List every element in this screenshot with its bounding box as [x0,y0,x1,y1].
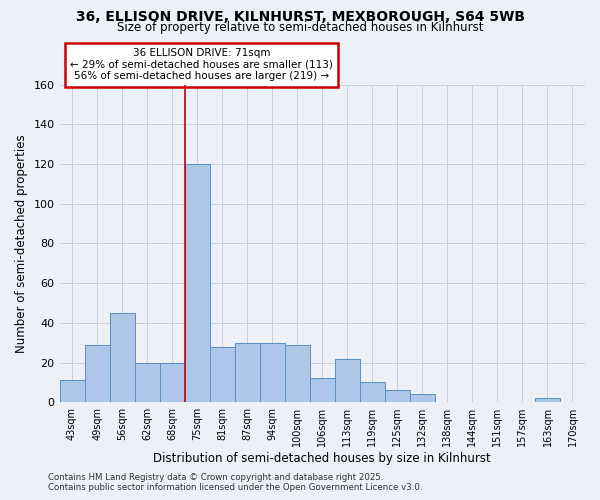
Text: Contains HM Land Registry data © Crown copyright and database right 2025.
Contai: Contains HM Land Registry data © Crown c… [48,473,422,492]
Bar [360,382,385,402]
Bar [160,362,185,402]
Bar [310,378,335,402]
Bar [185,164,209,402]
Bar [410,394,435,402]
Text: 36, ELLISON DRIVE, KILNHURST, MEXBOROUGH, S64 5WB: 36, ELLISON DRIVE, KILNHURST, MEXBOROUGH… [76,10,524,24]
Text: Size of property relative to semi-detached houses in Kilnhurst: Size of property relative to semi-detach… [117,21,483,34]
Bar [59,380,85,402]
Bar [134,362,160,402]
Bar [209,346,235,402]
Bar [285,344,310,402]
Bar [535,398,560,402]
Bar [110,313,134,402]
Text: 36 ELLISON DRIVE: 71sqm
← 29% of semi-detached houses are smaller (113)
56% of s: 36 ELLISON DRIVE: 71sqm ← 29% of semi-de… [70,48,333,82]
X-axis label: Distribution of semi-detached houses by size in Kilnhurst: Distribution of semi-detached houses by … [154,452,491,465]
Bar [235,342,260,402]
Bar [385,390,410,402]
Y-axis label: Number of semi-detached properties: Number of semi-detached properties [15,134,28,352]
Bar [85,344,110,402]
Bar [335,358,360,402]
Bar [260,342,285,402]
